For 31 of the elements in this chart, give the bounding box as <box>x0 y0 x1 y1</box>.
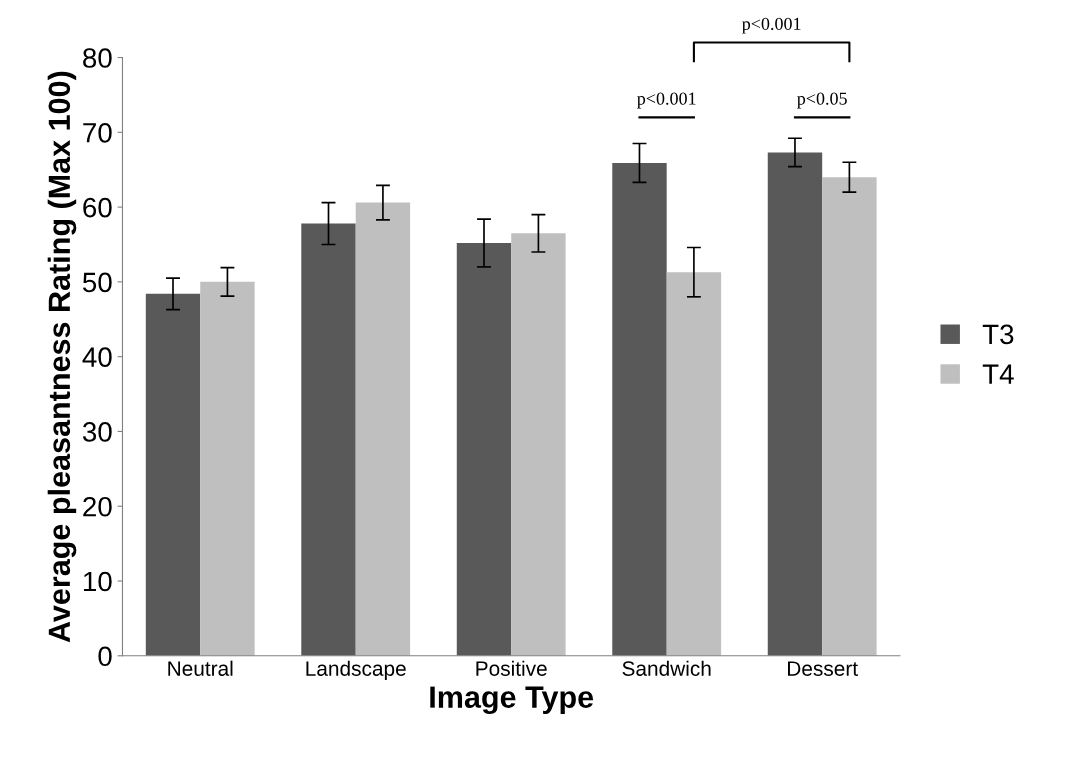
text: p<0.001 <box>742 17 801 34</box>
y-tick-label: 30 <box>82 422 112 442</box>
annotation: p<0.001 <box>637 92 696 109</box>
y-tick-label: 40 <box>82 347 112 367</box>
y-tick-label: 20 <box>83 496 112 517</box>
x-tick-label: Neutral <box>168 660 233 676</box>
bar <box>355 202 411 656</box>
annotation: p<0.05 <box>797 92 847 109</box>
legend-label: T4 <box>982 364 1014 384</box>
legend-label: T3 <box>982 324 1014 345</box>
bar <box>511 233 566 656</box>
bar <box>456 242 512 656</box>
bar <box>200 281 255 656</box>
y-tick-label: 50 <box>82 272 112 293</box>
y-tick-label: 80 <box>83 48 112 68</box>
x-tick-label: Positive <box>476 660 547 676</box>
y-axis-title: Average pleasantness Rating (Max 100) <box>47 71 77 643</box>
x-axis-title: Image Type <box>430 686 594 715</box>
x-tick-label: Landscape <box>306 660 406 681</box>
bar <box>301 223 356 656</box>
bar <box>145 293 201 656</box>
bar <box>767 152 823 656</box>
x-tick-label: Dessert <box>788 661 858 676</box>
y-tick-label: 10 <box>83 571 112 592</box>
x-tick-label: Sandwich <box>622 660 711 676</box>
bar <box>822 177 877 656</box>
bar <box>666 272 722 656</box>
y-tick-label: 0 <box>98 646 112 667</box>
y-tick-label: 70 <box>83 122 112 143</box>
bar <box>612 162 667 656</box>
y-tick-label: 60 <box>83 197 112 218</box>
